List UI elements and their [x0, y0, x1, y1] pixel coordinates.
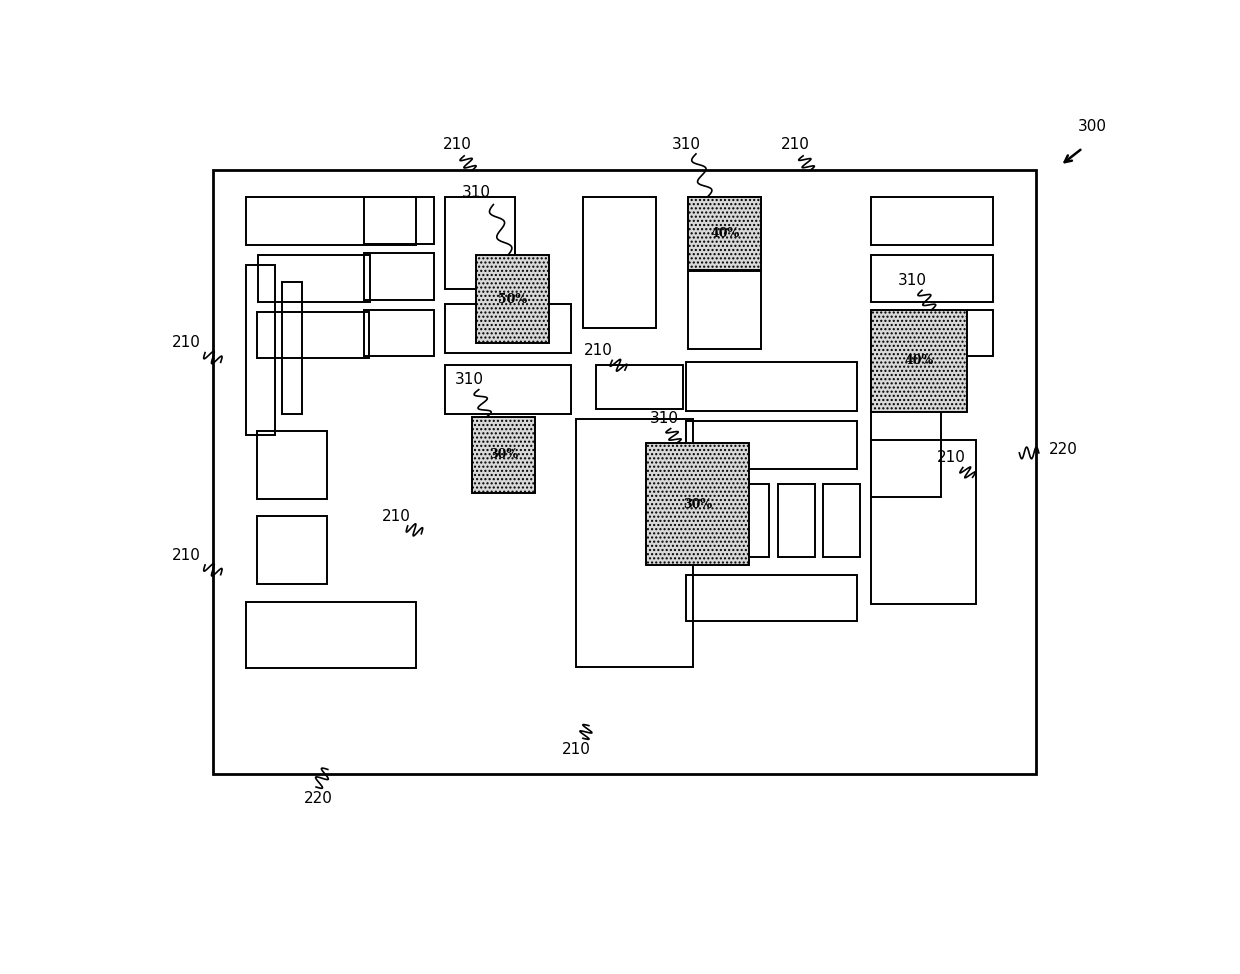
Bar [213, 170, 1035, 774]
Text: 210: 210 [172, 335, 201, 351]
Bar [872, 360, 941, 497]
Bar [577, 419, 693, 667]
Bar [686, 575, 857, 621]
Text: 30%: 30% [683, 498, 712, 510]
Bar [693, 484, 769, 557]
Bar [363, 310, 434, 356]
Bar [686, 421, 857, 469]
Bar [646, 443, 749, 565]
Text: 210: 210 [172, 547, 201, 563]
Text: 30%: 30% [489, 448, 518, 462]
Bar [472, 417, 536, 493]
Bar [686, 362, 857, 411]
Bar [246, 197, 417, 245]
Bar [246, 602, 417, 668]
Bar [281, 282, 301, 414]
Text: 210: 210 [584, 343, 613, 358]
Bar [445, 197, 515, 289]
Text: 40%: 40% [711, 227, 739, 240]
Text: 310: 310 [672, 136, 701, 152]
Bar [445, 304, 572, 353]
Bar [688, 197, 761, 260]
Bar [246, 265, 275, 435]
Bar [257, 516, 327, 584]
Bar [595, 365, 683, 409]
Bar [445, 365, 572, 414]
Bar [872, 310, 967, 412]
Text: 310: 310 [461, 185, 490, 201]
Text: 210: 210 [443, 136, 471, 152]
Bar [688, 197, 761, 270]
Bar [363, 197, 434, 244]
Text: 220: 220 [304, 791, 332, 806]
Text: 300: 300 [1078, 119, 1107, 134]
Bar [872, 310, 993, 356]
Text: 310: 310 [650, 411, 678, 427]
Text: 210: 210 [382, 508, 410, 524]
Bar [822, 484, 859, 557]
Bar [363, 253, 434, 300]
Bar [688, 271, 761, 349]
Text: 210: 210 [562, 742, 590, 758]
Text: 50%: 50% [497, 292, 527, 306]
Text: 210: 210 [936, 450, 966, 466]
Text: 40%: 40% [904, 355, 934, 367]
Text: 310: 310 [455, 372, 484, 388]
Bar [872, 197, 993, 245]
Text: 210: 210 [781, 136, 810, 152]
Bar [583, 197, 656, 328]
Text: 220: 220 [1049, 442, 1078, 458]
Bar [872, 440, 976, 604]
Text: 310: 310 [898, 273, 926, 288]
Bar [777, 484, 815, 557]
Bar [257, 431, 327, 499]
Bar [257, 312, 368, 358]
Bar [872, 255, 993, 302]
Bar [476, 255, 549, 343]
Bar [258, 255, 370, 302]
